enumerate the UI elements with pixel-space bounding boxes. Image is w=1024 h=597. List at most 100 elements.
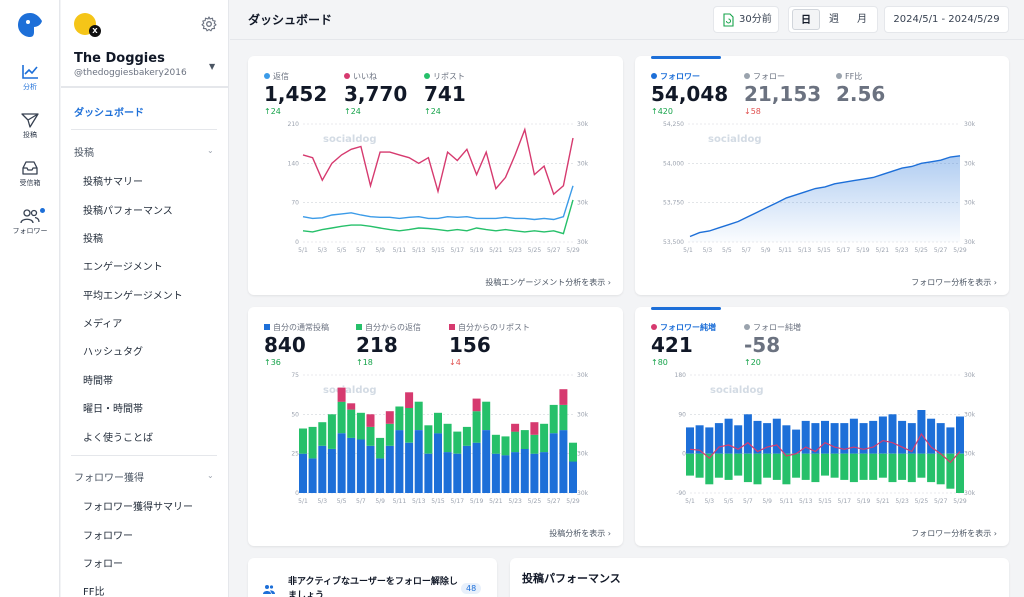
menu-item-ff-ratio[interactable]: FF比 [83, 587, 105, 597]
legend-following[interactable]: フォロー [744, 71, 785, 82]
bar-gain [695, 425, 704, 454]
rail-item-analytics[interactable]: 分析 [0, 64, 60, 92]
follower-analysis-link[interactable]: フォロワー分析を表示 › [911, 529, 997, 538]
period-week-button[interactable]: 週 [829, 14, 839, 25]
y2-tick-label: 30k [577, 451, 589, 458]
legend-net-followers[interactable]: フォロワー純増 [651, 322, 716, 333]
menu-item-following[interactable]: フォロー [83, 559, 123, 570]
x-tick-label: 5/25 [914, 247, 928, 254]
rail-item-inbox[interactable]: 受信箱 [0, 160, 60, 188]
bar-loss [792, 453, 801, 478]
bar-segment [318, 445, 327, 493]
bar-loss [927, 453, 936, 483]
bar-loss [946, 453, 955, 489]
menu-item-engagement[interactable]: エンゲージメント [83, 262, 163, 273]
rail-item-post[interactable]: 投稿 [0, 112, 60, 140]
x-tick-label: 5/7 [743, 498, 753, 505]
x-tick-label: 5/3 [317, 247, 327, 254]
divider [61, 86, 228, 88]
x-tick-label: 5/11 [393, 498, 407, 505]
replies-value: 1,452 [264, 82, 328, 106]
x-tick-label: 5/13 [412, 247, 426, 254]
rail-item-followers[interactable]: フォロワー [0, 208, 60, 236]
users-icon [20, 209, 40, 224]
bar-loss [763, 453, 772, 478]
refresh-button[interactable]: 30分前 [713, 6, 779, 33]
y2-tick-label: 30k [577, 160, 589, 167]
y-tick-label: 54,000 [663, 160, 684, 167]
bar-loss [686, 453, 694, 476]
bar-segment [434, 412, 442, 434]
period-day-button[interactable]: 日 [792, 9, 820, 30]
rail-label: 投稿 [23, 131, 37, 139]
inactive-users-card[interactable]: 非アクティブなユーザーをフォロー解除しましょう 48 [248, 558, 497, 597]
bar-loss [830, 453, 839, 478]
post-analysis-link[interactable]: 投稿分析を表示 › [549, 529, 611, 538]
legend-replies[interactable]: 返信 [264, 71, 289, 82]
menu-item-follower-summary[interactable]: フォロワー獲得サマリー [83, 502, 193, 513]
chevron-down-icon[interactable]: ⌄ [207, 146, 214, 155]
following-delta: ↓58 [744, 107, 761, 116]
y-tick-label: 54,250 [663, 121, 684, 128]
net-followers-card: フォロワー純増 フォロー純増 421 -58 ↑80 ↑20 180 30k 90 3… [635, 307, 1009, 546]
bar-segment [395, 406, 404, 431]
menu-item-media[interactable]: メディア [83, 319, 123, 330]
menu-item-weekday-time[interactable]: 曜日・時間帯 [83, 404, 143, 415]
bar-gain [849, 418, 858, 454]
bar-gain [936, 423, 945, 454]
bar-loss [714, 453, 723, 478]
chevron-down-icon[interactable]: ▼ [209, 62, 216, 71]
menu-item-time-of-day[interactable]: 時間帯 [83, 376, 113, 387]
bar-segment [559, 389, 568, 405]
x-tick-label: 5/9 [762, 498, 772, 505]
menu-item-followers[interactable]: フォロワー [83, 531, 133, 542]
y-tick-label: 50 [291, 411, 299, 418]
bar-loss [724, 453, 733, 480]
socialdog-logo[interactable] [15, 10, 45, 40]
rail-label: 受信箱 [19, 179, 41, 187]
legend-own-reposts[interactable]: 自分からのリポスト [449, 322, 530, 333]
legend-ff-ratio[interactable]: FF比 [836, 71, 862, 82]
menu-item-avg-engagement[interactable]: 平均エンゲージメント [83, 291, 183, 302]
bar-segment [540, 423, 549, 453]
legend-followers[interactable]: フォロワー [651, 71, 700, 82]
legend-likes[interactable]: いいね [344, 71, 377, 82]
menu-item-frequent-words[interactable]: よく使うことば [83, 433, 153, 444]
legend-own-replies[interactable]: 自分からの返信 [356, 322, 421, 333]
menu-section-posts[interactable]: 投稿 [74, 148, 94, 159]
account-name[interactable]: The Doggies [74, 51, 165, 66]
period-month-button[interactable]: 月 [857, 14, 867, 25]
engagement-analysis-link[interactable]: 投稿エンゲージメント分析を表示 › [485, 278, 611, 287]
x-tick-label: 5/1 [298, 498, 308, 505]
date-range-picker[interactable]: 2024/5/1 - 2024/5/29 [884, 6, 1009, 33]
follower-analysis-link[interactable]: フォロワー分析を表示 › [911, 278, 997, 287]
notification-dot [40, 208, 45, 213]
followers-card: フォロワー フォロー FF比 54,048 21,153 2.56 ↑420 ↓… [635, 56, 1009, 295]
menu-item-posts[interactable]: 投稿 [83, 234, 103, 245]
bar-gain [907, 423, 916, 454]
bar-gain [724, 418, 733, 454]
x-tick-label: 5/27 [934, 247, 948, 254]
menu-item-post-performance[interactable]: 投稿パフォーマンス [83, 206, 173, 217]
legend-own-posts[interactable]: 自分の通常投稿 [264, 322, 329, 333]
x-tick-label: 5/15 [817, 247, 831, 254]
menu-item-dashboard[interactable]: ダッシュボード [74, 108, 144, 119]
watermark-logo: socialdog [323, 134, 377, 145]
menu-item-hashtags[interactable]: ハッシュタグ [83, 347, 143, 358]
own-replies-delta: ↑18 [356, 358, 373, 367]
bar-gain [743, 414, 752, 454]
bar-gain [878, 416, 887, 454]
legend-reposts[interactable]: リポスト [424, 71, 465, 82]
x-tick-label: 5/13 [799, 498, 813, 505]
legend-net-following[interactable]: フォロー純増 [744, 322, 801, 333]
bar-segment [549, 404, 558, 434]
chevron-down-icon[interactable]: ⌄ [207, 471, 214, 480]
watermark-logo: socialdog [710, 385, 764, 396]
menu-item-post-summary[interactable]: 投稿サマリー [83, 177, 143, 188]
posts-card: 自分の通常投稿 自分からの返信 自分からのリポスト 840 218 156 ↑3… [248, 307, 623, 546]
y2-tick-label: 30k [577, 372, 589, 379]
bar-segment [530, 434, 539, 454]
gear-icon[interactable] [201, 16, 217, 32]
menu-section-follower-growth[interactable]: フォロワー獲得 [74, 473, 144, 484]
replies-delta: ↑24 [264, 107, 281, 116]
